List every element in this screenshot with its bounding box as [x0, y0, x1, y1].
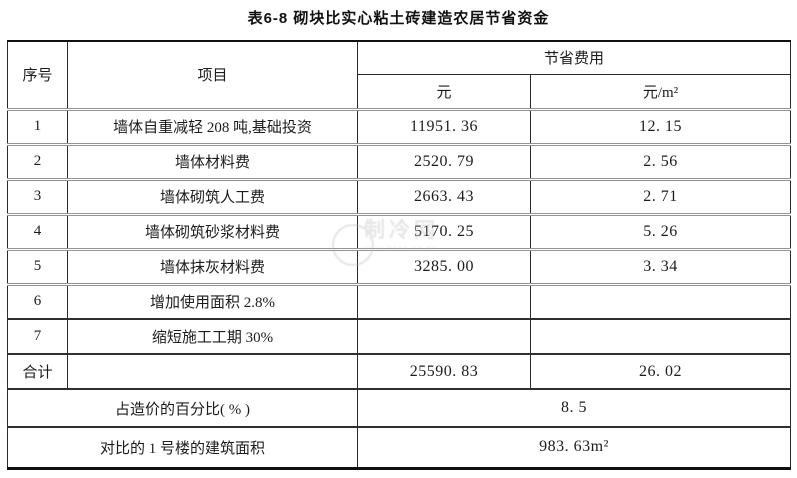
- row-yuan-per-m2: 2. 71: [530, 179, 791, 216]
- area-label: 对比的 1 号楼的建筑面积: [7, 427, 358, 468]
- row-yuan-per-m2: [530, 319, 791, 355]
- total-yuan: 25590. 83: [357, 354, 531, 390]
- row-no: 5: [7, 249, 68, 286]
- row-item: 墙体自重减轻 208 吨,基础投资: [67, 109, 358, 146]
- total-label: 合计: [7, 354, 68, 390]
- total-row: 合计 25590. 83 26. 02: [7, 354, 791, 390]
- row-item: 墙体抹灰材料费: [67, 249, 358, 286]
- col-header-no: 序号: [7, 41, 68, 111]
- row-yuan: 2663. 43: [357, 179, 531, 216]
- col-header-yuan-per-m2: 元/m²: [530, 74, 791, 111]
- row-yuan-per-m2: 5. 26: [530, 214, 791, 251]
- row-yuan: 2520. 79: [357, 144, 531, 181]
- row-yuan: [357, 319, 531, 355]
- table-row: 1 墙体自重减轻 208 吨,基础投资 11951. 36 12. 15: [7, 109, 791, 146]
- row-no: 7: [7, 319, 68, 355]
- row-yuan: 11951. 36: [357, 109, 531, 146]
- row-item: 增加使用面积 2.8%: [67, 284, 358, 320]
- row-yuan: 3285. 00: [357, 249, 531, 286]
- col-header-savings-group: 节省费用: [357, 41, 791, 75]
- header-row-top: 序号 项目 节省费用: [7, 41, 791, 111]
- table-title: 表6-8 砌块比实心粘土砖建造农居节省资金: [247, 10, 550, 27]
- row-no: 4: [7, 214, 68, 251]
- row-no: 2: [7, 144, 68, 181]
- col-header-yuan: 元: [357, 74, 531, 111]
- percent-label: 占造价的百分比( % ): [7, 389, 358, 428]
- row-item: 墙体砌筑砂浆材料费: [67, 214, 358, 251]
- row-yuan: 5170. 25: [357, 214, 531, 251]
- percent-row: 占造价的百分比( % ) 8. 5: [7, 389, 791, 428]
- row-no: 3: [7, 179, 68, 216]
- percent-value: 8. 5: [357, 389, 791, 428]
- table-row: 5 墙体抹灰材料费 3285. 00 3. 34: [7, 249, 791, 286]
- row-yuan-per-m2: 2. 56: [530, 144, 791, 181]
- row-item: 墙体砌筑人工费: [67, 179, 358, 216]
- row-yuan-per-m2: 12. 15: [530, 109, 791, 146]
- area-row: 对比的 1 号楼的建筑面积 983. 63m²: [7, 427, 791, 468]
- table-row: 4 墙体砌筑砂浆材料费 5170. 25 5. 26: [7, 214, 791, 251]
- row-no: 6: [7, 284, 68, 320]
- row-item: 缩短施工工期 30%: [67, 319, 358, 355]
- total-yuan-per-m2: 26. 02: [530, 354, 791, 390]
- table-row: 6 增加使用面积 2.8%: [7, 284, 791, 320]
- row-yuan-per-m2: [530, 284, 791, 320]
- table-row: 7 缩短施工工期 30%: [7, 319, 791, 355]
- savings-table: 序号 项目 节省费用 元 元/m² 1 墙体自重减轻 208 吨,基础投资 11…: [7, 40, 792, 470]
- row-yuan-per-m2: 3. 34: [530, 249, 791, 286]
- total-item: [67, 354, 358, 390]
- table-row: 3 墙体砌筑人工费 2663. 43 2. 71: [7, 179, 791, 216]
- row-item: 墙体材料费: [67, 144, 358, 181]
- table-row: 2 墙体材料费 2520. 79 2. 56: [7, 144, 791, 181]
- header-row-sub: 元 元/m²: [8, 74, 791, 111]
- row-yuan: [357, 284, 531, 320]
- row-no: 1: [7, 109, 68, 146]
- area-value: 983. 63m²: [539, 438, 609, 456]
- col-header-item: 项目: [67, 41, 358, 111]
